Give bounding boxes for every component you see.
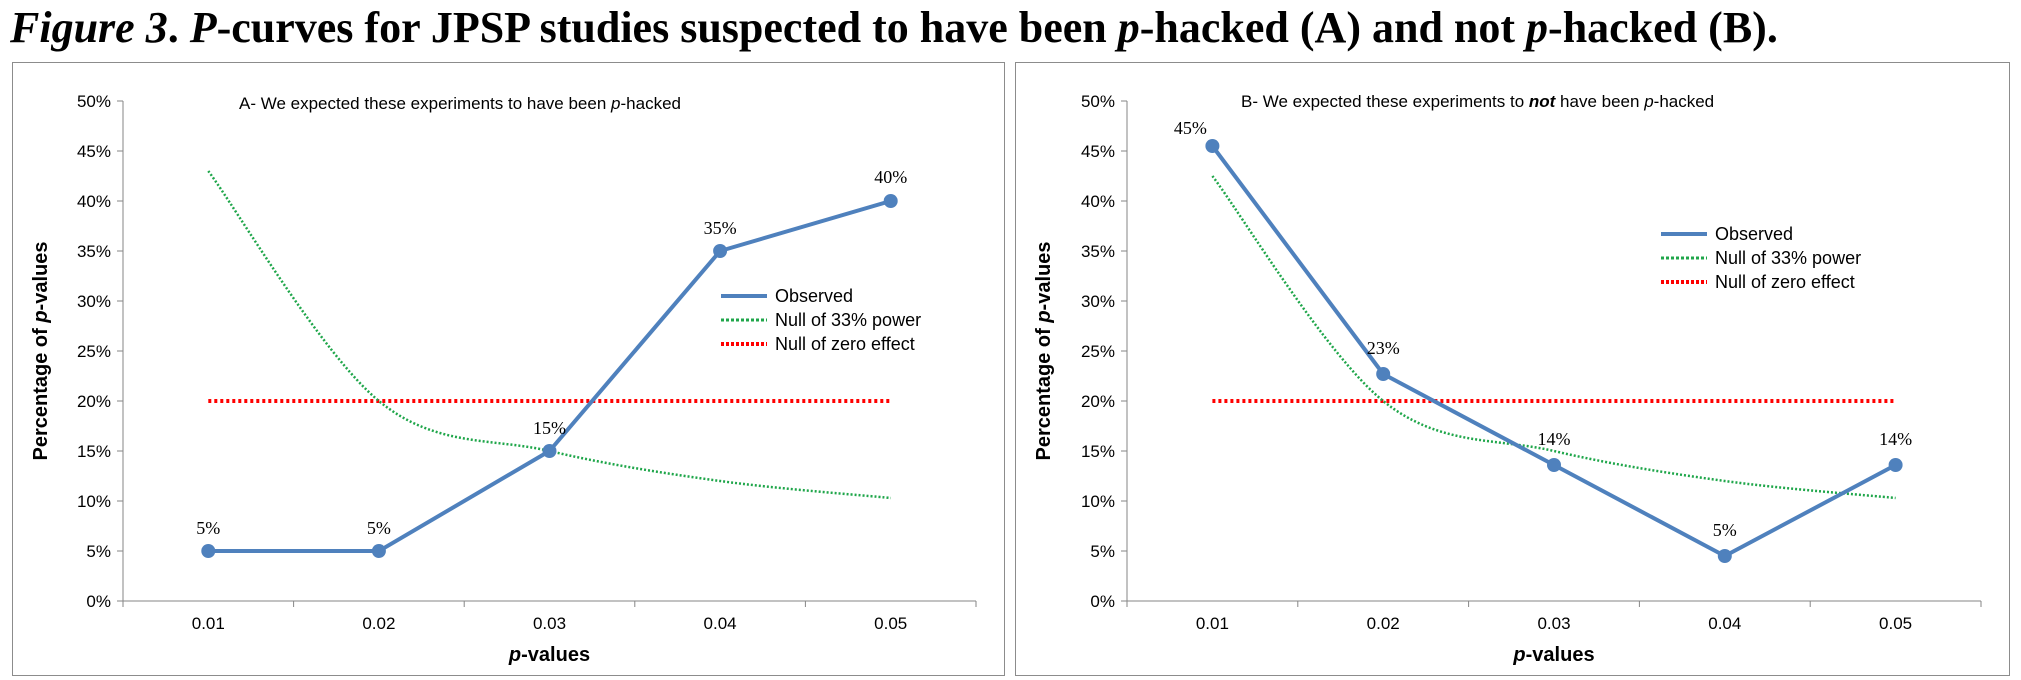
y-tick-label: 30% — [1081, 292, 1115, 311]
data-label: 35% — [704, 218, 737, 238]
figure-title-dot: . — [167, 3, 190, 52]
legend: Observed Null of 33% power Null of zero ef… — [1661, 224, 1861, 292]
series-null-33-power-line — [1211, 175, 1896, 500]
legend-label: Null of 33% power — [1715, 248, 1861, 268]
data-label: 5% — [196, 518, 220, 538]
legend: Observed Null of 33% power Null of zero ef… — [721, 286, 921, 354]
figure-title-p3: p — [1526, 3, 1549, 52]
x-tick-label: 0.05 — [874, 614, 907, 633]
y-tick-label: 35% — [1081, 242, 1115, 261]
observed-point — [1717, 549, 1732, 563]
observed-point — [713, 244, 728, 258]
y-tick-label: 10% — [1081, 492, 1115, 511]
observed-point — [201, 544, 216, 558]
data-label: 15% — [533, 418, 566, 438]
y-tick-label: 30% — [77, 292, 111, 311]
legend-label: Null of 33% power — [775, 310, 921, 330]
figure-title-end: -hacked (B). — [1548, 3, 1778, 52]
observed-point — [883, 194, 898, 208]
observed-point — [1376, 367, 1391, 381]
chart-b-svg: 0% 5% 10% 15% 20% 25% 30% 35% 40% 45% 50% 0.01 0.02 0… — [1033, 92, 1982, 666]
panel-title: B- We expected these experiments to not … — [1241, 92, 1714, 111]
data-label: 23% — [1367, 338, 1400, 358]
y-tick-label: 45% — [77, 142, 111, 161]
figure-title-mid: -curves for JPSP studies suspected to ha… — [216, 3, 1118, 52]
x-tick-label: 0.02 — [1367, 614, 1400, 633]
x-tick-label: 0.03 — [533, 614, 566, 633]
x-tick-label: 0.05 — [1879, 614, 1912, 633]
y-axis-title: Percentage of p-values — [1033, 242, 1055, 461]
data-label: 40% — [874, 167, 907, 187]
y-tick-label: 15% — [77, 442, 111, 461]
y-tick-label: 50% — [1081, 92, 1115, 111]
y-tick-label: 0% — [1090, 592, 1115, 611]
y-tick-label: 25% — [77, 342, 111, 361]
figure-title-p2: p — [1117, 3, 1140, 52]
legend-label: Observed — [1715, 224, 1793, 244]
observed-point — [1888, 458, 1903, 472]
chart-panel-a: 0% 5% 10% 15% 20% 25% 30% 35% 40% 45% 50% 0.01 0.02 0… — [12, 62, 1005, 676]
series-observed-line — [1210, 144, 1897, 558]
data-label: 14% — [1879, 429, 1912, 449]
y-tick-label: 50% — [77, 92, 111, 111]
y-tick-label: 25% — [1081, 342, 1115, 361]
data-label: 5% — [367, 518, 391, 538]
panel-title: A- We expected these experiments to have… — [239, 94, 681, 113]
chart-a-svg: 0% 5% 10% 15% 20% 25% 30% 35% 40% 45% 50% 0.01 0.02 0… — [30, 92, 977, 666]
x-tick-label: 0.02 — [362, 614, 395, 633]
x-tick-label: 0.01 — [1196, 614, 1229, 633]
chart-panel-b: 0% 5% 10% 15% 20% 25% 30% 35% 40% 45% 50% 0.01 0.02 0… — [1015, 62, 2010, 676]
y-tick-label: 35% — [77, 242, 111, 261]
observed-point — [542, 444, 557, 458]
legend-label: Null of zero effect — [775, 334, 915, 354]
x-tick-label: 0.04 — [704, 614, 737, 633]
x-tick-label: 0.04 — [1708, 614, 1741, 633]
y-tick-label: 5% — [86, 542, 111, 561]
data-label: 14% — [1538, 429, 1571, 449]
legend-label: Null of zero effect — [1715, 272, 1855, 292]
observed-point — [1205, 139, 1220, 153]
series-observed-line — [208, 199, 892, 553]
x-axis-title: p-values — [508, 644, 590, 666]
observed-point — [371, 544, 386, 558]
figure-number: Figure 3 — [10, 3, 168, 52]
figure-title-mid2: -hacked (A) and not — [1139, 3, 1527, 52]
data-label: 45% — [1174, 118, 1207, 138]
figure-title: Figure 3. P-curves for JPSP studies susp… — [10, 2, 1778, 54]
y-tick-label: 5% — [1090, 542, 1115, 561]
y-tick-label: 20% — [1081, 392, 1115, 411]
y-axis-title: Percentage of p-values — [30, 242, 52, 461]
x-axis-title: p-values — [1512, 644, 1594, 666]
y-tick-label: 10% — [77, 492, 111, 511]
observed-point — [1547, 458, 1561, 472]
x-tick-label: 0.01 — [192, 614, 225, 633]
y-tick-label: 40% — [1081, 192, 1115, 211]
legend-label: Observed — [775, 286, 853, 306]
y-tick-label: 40% — [77, 192, 111, 211]
x-tick-label: 0.03 — [1537, 614, 1570, 633]
y-tick-label: 20% — [77, 392, 111, 411]
y-tick-label: 0% — [86, 592, 111, 611]
figure-title-p1: P — [189, 3, 217, 52]
y-tick-label: 15% — [1081, 442, 1115, 461]
y-tick-label: 45% — [1081, 142, 1115, 161]
data-label: 5% — [1713, 520, 1737, 540]
